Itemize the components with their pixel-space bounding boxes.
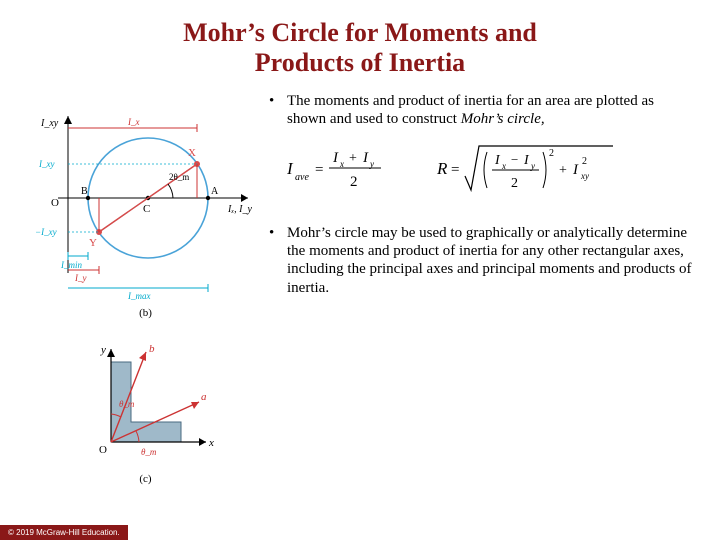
figure-mohrs-circle: O I_xy Iₓ, I_y B A C X <box>33 98 258 303</box>
svg-text:−: − <box>511 152 518 167</box>
point-C: C <box>143 203 150 215</box>
bullet-dot: • <box>269 92 287 129</box>
slide: { "title": { "line1": "Mohr’s Circle for… <box>0 0 720 540</box>
ixy-label: I_xy <box>38 159 55 169</box>
axis-x-label: Iₓ, I_y <box>227 204 253 215</box>
svg-text:2: 2 <box>511 176 518 191</box>
svg-text:=: = <box>451 162 459 178</box>
svg-text:+: + <box>559 163 567 178</box>
svg-text:R: R <box>436 159 448 178</box>
figures-column: O I_xy Iₓ, I_y B A C X <box>28 92 263 485</box>
bullet-dot: • <box>269 224 287 297</box>
figure-l-section: x y O a b θ_m θ_m <box>71 337 221 467</box>
slide-body: O I_xy Iₓ, I_y B A C X <box>0 78 720 485</box>
svg-text:I: I <box>494 153 501 168</box>
Iave-num: I <box>332 150 339 166</box>
bullet-2-pre: Mohr’s circle may be used to graphically… <box>287 225 691 296</box>
iy-dim-label: I_y <box>74 273 87 283</box>
axis-y: y <box>100 344 106 356</box>
theta-m-y: θ_m <box>119 399 135 409</box>
R-xy-sub: xy <box>580 171 589 181</box>
formulae-block: I ave = I x + I y 2 R = <box>287 138 692 205</box>
point-B: B <box>81 186 88 197</box>
origin-label: O <box>51 197 59 209</box>
copyright-footer: © 2019 McGraw-Hill Education. <box>0 525 128 540</box>
neg-ixy-label: −I_xy <box>35 227 57 237</box>
content-column: • The moments and product of inertia for… <box>263 92 692 485</box>
origin-c: O <box>99 444 107 456</box>
figure-b-caption: (b) <box>139 307 152 319</box>
svg-text:I: I <box>572 162 579 178</box>
axis-a: a <box>201 391 207 403</box>
svg-text:+: + <box>349 151 357 166</box>
svg-text:I: I <box>362 150 369 166</box>
Iave-I: I <box>287 159 294 178</box>
figure-c-caption: (c) <box>139 473 151 485</box>
bullet-2-text: Mohr’s circle may be used to graphically… <box>287 224 692 297</box>
slide-title: Mohr’s Circle for Moments and Products o… <box>0 0 720 78</box>
point-Y: Y <box>89 237 97 249</box>
angle-label: 2θ_m <box>169 172 189 182</box>
Iave-eq: = <box>315 162 323 178</box>
axis-y-label: I_xy <box>40 118 59 129</box>
bullet-1: • The moments and product of inertia for… <box>269 92 692 129</box>
axis-x: x <box>208 437 214 449</box>
point-A: A <box>211 186 219 197</box>
Iave-den: 2 <box>350 174 358 190</box>
axis-b: b <box>149 343 155 355</box>
ix-dim-label: I_x <box>127 117 140 127</box>
title-line-1: Mohr’s Circle for Moments and <box>0 18 720 48</box>
bullet-1-italic: Mohr’s circle, <box>461 111 545 127</box>
theta-m-x: θ_m <box>141 447 157 457</box>
point-X: X <box>188 147 196 159</box>
bullet-2: • Mohr’s circle may be used to graphical… <box>269 224 692 297</box>
title-line-2: Products of Inertia <box>0 48 720 78</box>
imin-label: I_min <box>60 260 82 270</box>
svg-text:2: 2 <box>549 148 554 159</box>
svg-text:I: I <box>523 153 530 168</box>
Iave-sub: ave <box>295 172 309 183</box>
bullet-1-text: The moments and product of inertia for a… <box>287 92 692 129</box>
R-sq: 2 <box>582 156 587 167</box>
